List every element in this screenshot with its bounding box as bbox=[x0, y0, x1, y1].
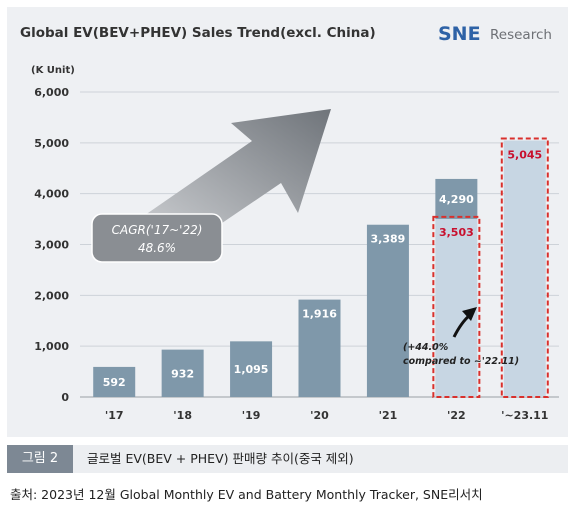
growth-note-line1: (+44.0% bbox=[403, 342, 448, 353]
figure-caption: 그림 2 글로벌 EV(BEV + PHEV) 판매량 추이(중국 제외) bbox=[7, 445, 568, 473]
x-tick-label: '18 bbox=[173, 409, 192, 422]
bar-value-label: 5,045 bbox=[507, 149, 542, 162]
unit-label: (K Unit) bbox=[31, 65, 75, 76]
bar bbox=[298, 299, 341, 397]
bar bbox=[161, 349, 204, 397]
x-tick-label: '21 bbox=[379, 409, 398, 422]
y-tick-label: 6,000 bbox=[34, 86, 69, 99]
ev-sales-chart: 0 1,000 2,000 3,000 4,000 5,000 6,000 592 932 1,… bbox=[20, 23, 559, 422]
comparison-value-label: 3,503 bbox=[439, 226, 474, 239]
y-tick-label: 4,000 bbox=[34, 188, 69, 201]
bar-value-label: 3,389 bbox=[371, 233, 406, 246]
bar bbox=[230, 341, 273, 397]
bar-partial bbox=[435, 218, 478, 397]
bar-value-label: 1,916 bbox=[302, 308, 337, 321]
bar-value-label: 4,290 bbox=[439, 193, 474, 206]
bar-value-label: 932 bbox=[171, 367, 194, 380]
cagr-label-line2: 48.6% bbox=[138, 241, 176, 255]
chart-title: Global EV(BEV+PHEV) Sales Trend(excl. Ch… bbox=[20, 25, 376, 41]
caption-tag: 그림 2 bbox=[7, 445, 73, 473]
y-tick-label: 1,000 bbox=[34, 340, 69, 353]
x-tick-label: '22 bbox=[447, 409, 466, 422]
bar bbox=[93, 366, 136, 397]
logo-brand: SNE bbox=[438, 23, 481, 45]
bar bbox=[366, 224, 409, 397]
x-tick-label: '20 bbox=[310, 409, 329, 422]
chart-panel: 0 1,000 2,000 3,000 4,000 5,000 6,000 592 932 1,… bbox=[7, 7, 568, 437]
x-tick-label: '~23.11 bbox=[501, 409, 548, 422]
growth-note-line2: compared to ~'22.11) bbox=[403, 356, 519, 367]
caption-text: 글로벌 EV(BEV + PHEV) 판매량 추이(중국 제외) bbox=[87, 451, 354, 466]
y-tick-label: 2,000 bbox=[34, 289, 69, 302]
source-note: 출처: 2023년 12월 Global Monthly EV and Batt… bbox=[10, 487, 483, 502]
cagr-label-box: CAGR('17~'22) 48.6% bbox=[91, 213, 223, 263]
comparison-dashed-box bbox=[432, 215, 481, 398]
logo-suffix: Research bbox=[490, 27, 552, 43]
bar-value-label: 1,095 bbox=[234, 363, 269, 376]
curved-arrow-head-icon bbox=[462, 307, 477, 321]
y-tick-label: 5,000 bbox=[34, 137, 69, 150]
bar-value-label: 592 bbox=[103, 376, 126, 389]
bar bbox=[503, 140, 546, 397]
x-tick-label: '17 bbox=[105, 409, 124, 422]
y-tick-label: 3,000 bbox=[34, 239, 69, 252]
cagr-label-line1: CAGR('17~'22) bbox=[112, 223, 203, 237]
bar bbox=[435, 178, 478, 219]
x-tick-label: '19 bbox=[242, 409, 261, 422]
y-tick-label: 0 bbox=[61, 391, 69, 404]
